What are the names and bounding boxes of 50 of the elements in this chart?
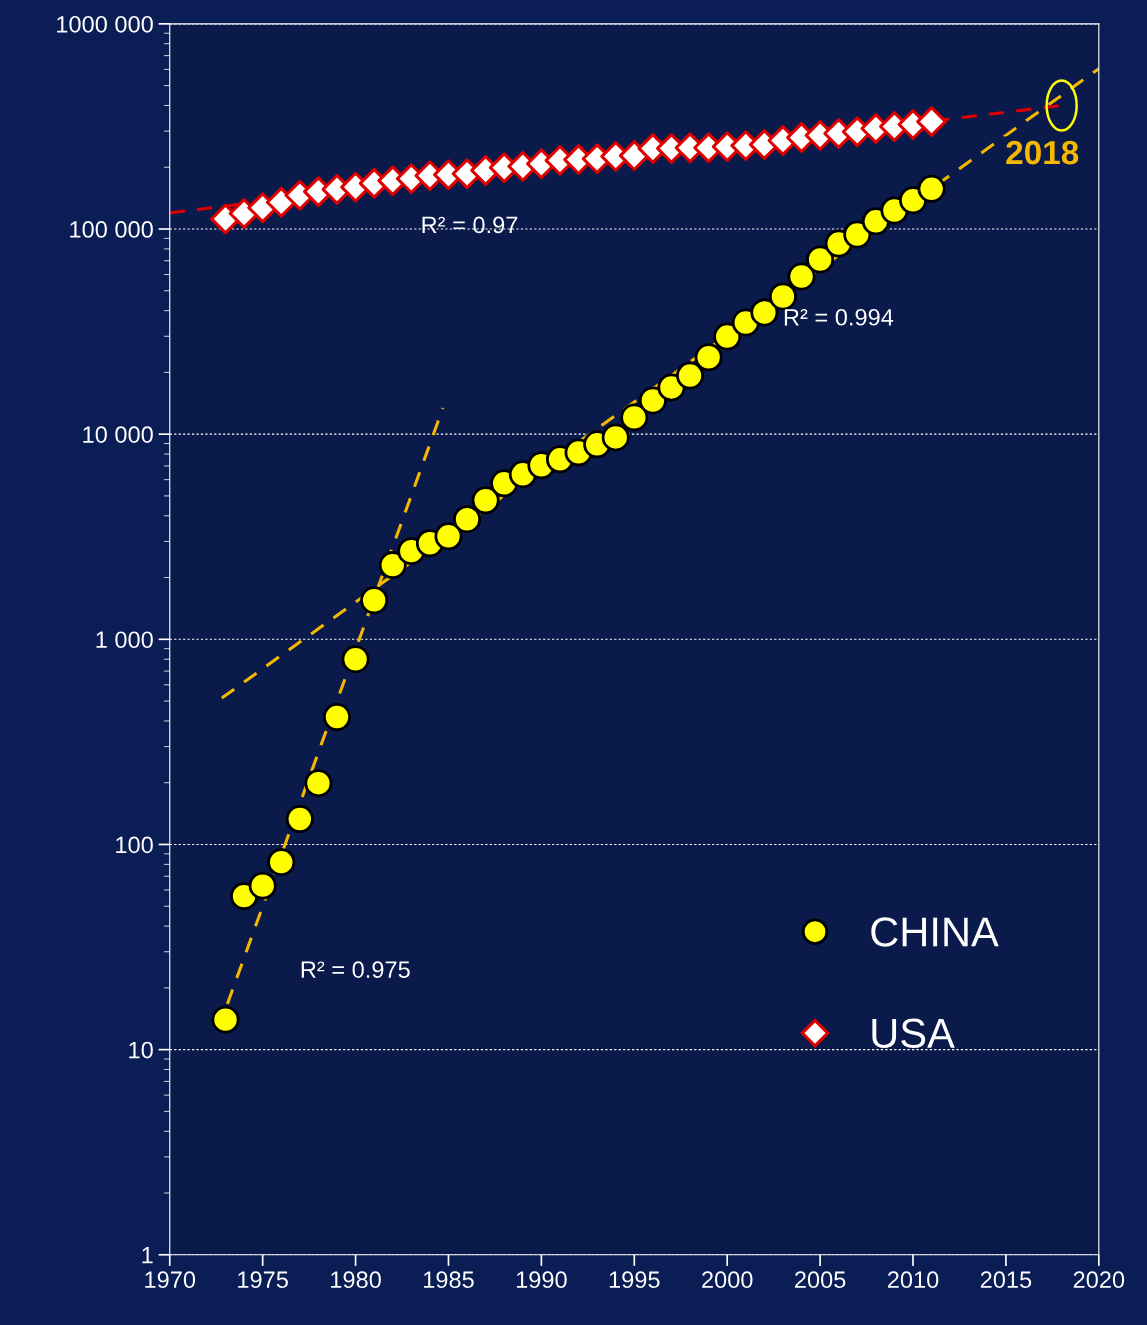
point — [806, 245, 835, 274]
y-tick-label: 1000 000 — [57, 15, 153, 33]
point — [676, 361, 705, 390]
point — [750, 298, 779, 327]
point — [768, 282, 797, 311]
point — [341, 645, 370, 674]
x-tick-label: 1995 — [609, 1271, 660, 1289]
annotation: 2018 — [1006, 140, 1079, 165]
x-tick-label: 2015 — [980, 1271, 1032, 1289]
point — [285, 805, 314, 834]
legend-label: CHINA — [871, 917, 999, 947]
point — [434, 522, 463, 551]
point — [713, 322, 742, 351]
y-tick-label: 1 — [142, 1247, 153, 1264]
y-tick-label: 10 — [129, 1041, 153, 1059]
annotation: R² = 0.975 — [301, 961, 410, 978]
x-tick-label: 1980 — [331, 1271, 381, 1289]
x-tick-label: 2005 — [795, 1271, 846, 1289]
point — [211, 1005, 240, 1034]
annotation: R² = 0.97 — [422, 216, 518, 234]
point — [843, 220, 872, 249]
x-tick-label: 1985 — [424, 1271, 474, 1289]
x-tick-label: 1990 — [516, 1271, 567, 1289]
point — [916, 106, 948, 137]
point — [378, 551, 407, 580]
point — [471, 486, 500, 515]
point — [453, 505, 482, 534]
point — [248, 871, 277, 900]
point — [304, 769, 333, 798]
point — [267, 848, 296, 877]
point — [322, 703, 351, 732]
point — [601, 423, 630, 452]
point — [787, 262, 816, 291]
x-tick-label: 2010 — [887, 1271, 939, 1289]
y-tick-label: 1 000 — [96, 631, 153, 649]
x-tick-label: 1970 — [145, 1271, 196, 1289]
annotation: R² = 0.994 — [784, 308, 894, 326]
point — [638, 386, 667, 415]
point — [620, 403, 649, 432]
y-tick-label: 100 000 — [70, 221, 153, 238]
point — [694, 343, 723, 372]
legend-label: USA — [872, 1018, 955, 1049]
point — [360, 586, 389, 615]
x-tick-label: 2020 — [1073, 1271, 1125, 1289]
point — [265, 186, 297, 218]
y-tick-label: 10 000 — [83, 426, 153, 443]
y-tick-label: 100 — [116, 836, 153, 854]
x-tick-label: 1975 — [238, 1271, 288, 1289]
x-tick-label: 2000 — [702, 1271, 753, 1289]
point — [917, 174, 946, 203]
